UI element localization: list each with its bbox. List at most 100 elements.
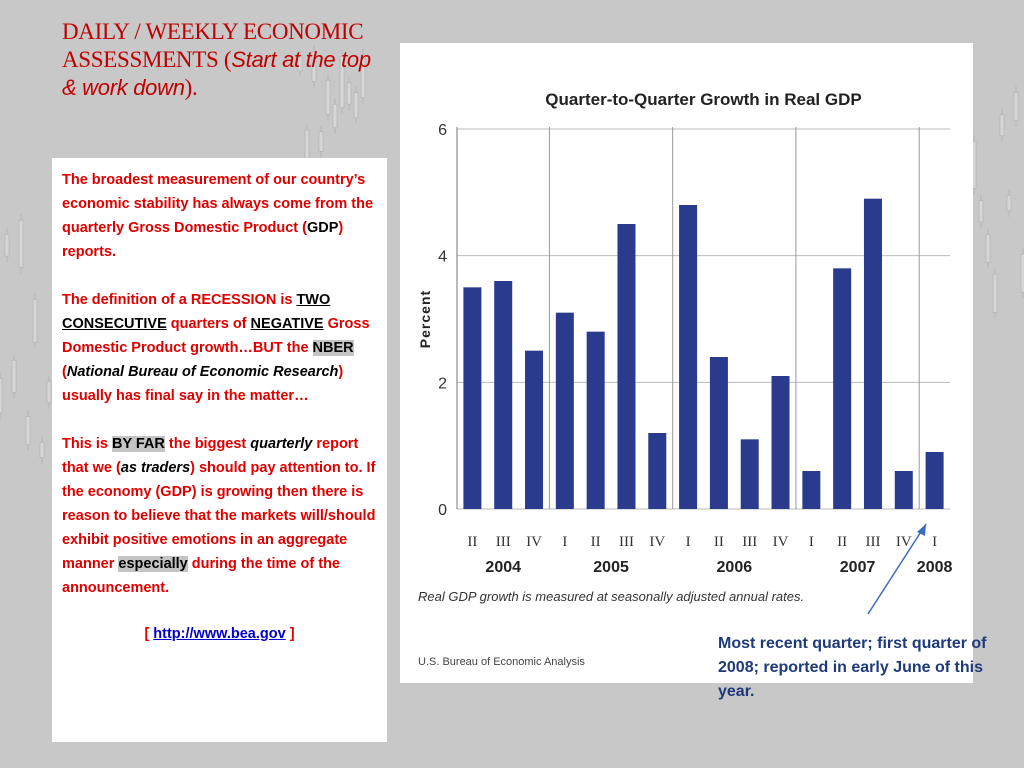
quarter-label: I	[809, 534, 814, 550]
p1-text: The broadest measurement of our country’…	[62, 172, 374, 236]
gdp-bar-chart: Quarter-to-Quarter Growth in Real GDP 0 2 4…	[417, 90, 953, 668]
gdp-bar	[709, 357, 728, 509]
quarter-label: III	[865, 534, 880, 550]
year-label: 2004	[485, 559, 521, 576]
quarter-label: II	[714, 534, 724, 550]
slide-title: DAILY / WEEKLY ECONOMIC ASSESSMENTS (Sta…	[62, 18, 382, 102]
paragraph-importance: This is BY FAR the biggest quarterly rep…	[62, 432, 377, 600]
bea-link-line: [ http://www.bea.gov ]	[62, 622, 377, 646]
quarter-label: III	[742, 534, 757, 550]
year-label: 2008	[917, 559, 953, 576]
gdp-bar	[802, 471, 821, 509]
y-axis-label: Percent	[417, 290, 433, 348]
background-candle	[346, 82, 352, 105]
p2-text-e: ) usually has final say in the matter…	[62, 364, 344, 404]
background-candle	[25, 416, 31, 446]
quarter-label: II	[467, 534, 477, 550]
gdp-bar	[463, 287, 482, 509]
bea-link[interactable]: http://www.bea.gov	[153, 626, 286, 642]
gdp-chart-panel: Quarter-to-Quarter Growth in Real GDP 0 2 4…	[400, 43, 973, 683]
gdp-bar	[525, 350, 544, 509]
background-candle	[4, 234, 10, 257]
traders-term: as traders	[120, 460, 191, 476]
paragraph-gdp-intro: The broadest measurement of our country’…	[62, 168, 377, 264]
p3-text-c: report that we (	[62, 436, 359, 476]
quarter-label: IV	[896, 534, 912, 550]
title-end-text: ).	[184, 75, 198, 100]
quarter-label: II	[591, 534, 601, 550]
callout-note: Most recent quarter; first quarter of 20…	[718, 635, 987, 700]
y-tick-label: 0	[438, 502, 447, 519]
quarter-label: IV	[526, 534, 542, 550]
quarterly-term: quarterly	[250, 436, 313, 452]
p1-end-text: ) reports.	[62, 220, 344, 260]
gdp-bar	[679, 205, 698, 509]
background-candle	[11, 359, 17, 393]
gdp-bar	[617, 224, 636, 509]
background-candle	[325, 79, 331, 115]
quarter-label: IV	[649, 534, 665, 550]
nber-full-name: National Bureau of Economic Research	[66, 364, 339, 380]
especially-term: especially	[118, 556, 188, 572]
gdp-term: GDP	[306, 220, 339, 236]
quarter-label: IV	[773, 534, 789, 550]
gdp-bar	[648, 433, 667, 509]
by-far-term: BY FAR	[111, 436, 165, 452]
title-italic-text: Start at the top & work down	[62, 47, 371, 100]
quarter-label: III	[619, 534, 634, 550]
quarter-label: III	[496, 534, 511, 550]
background-candle	[297, 56, 303, 72]
year-label: 2006	[717, 559, 753, 576]
link-close-bracket: ]	[285, 626, 295, 642]
p3-text: This is	[62, 436, 112, 452]
background-candle	[353, 92, 359, 119]
two-consecutive-term: TWO CONSECUTIVE	[62, 292, 331, 332]
background-candle	[311, 51, 317, 82]
background-candle	[0, 378, 3, 414]
y-tick-label: 6	[438, 122, 447, 139]
gdp-bar	[740, 439, 759, 509]
gdp-bar	[863, 198, 882, 509]
p2-text-c: Gross Domestic Product growth…BUT the	[62, 316, 370, 356]
background-candle	[360, 54, 366, 98]
link-open-bracket: [	[144, 626, 154, 642]
p2-text-d: (	[62, 364, 67, 380]
gdp-bar	[494, 281, 513, 509]
title-text: DAILY / WEEKLY ECONOMIC ASSESSMENTS (	[62, 19, 364, 72]
y-tick-label: 4	[438, 249, 447, 266]
p3-text-e: during the time of the announcement.	[62, 556, 340, 596]
background-candle	[32, 298, 38, 343]
gdp-bar	[925, 452, 944, 509]
background-candle	[332, 104, 338, 129]
background-candle	[1006, 194, 1012, 212]
chart-note: Real GDP growth is measured at seasonall…	[418, 589, 804, 604]
gdp-bar	[586, 331, 605, 509]
nber-term: NBER	[312, 340, 354, 356]
gdp-bar	[555, 312, 574, 509]
chart-source: U.S. Bureau of Economic Analysis	[418, 656, 585, 668]
background-candle	[978, 200, 984, 223]
year-label: 2007	[840, 559, 876, 576]
y-tick-label: 2	[438, 375, 447, 392]
description-textbox: The broadest measurement of our country’…	[52, 158, 387, 742]
year-label: 2005	[593, 559, 629, 576]
quarter-label: I	[686, 534, 691, 550]
background-candle	[46, 381, 52, 404]
chart-title: Quarter-to-Quarter Growth in Real GDP	[545, 90, 861, 109]
background-candle	[985, 234, 991, 263]
background-candle	[1013, 91, 1019, 121]
gdp-bar	[894, 471, 913, 509]
background-candle	[1020, 254, 1024, 293]
p3-text-d: ) should pay attention to. If the econom…	[62, 460, 376, 572]
p3-text-b: the biggest	[164, 436, 251, 452]
p2-text-b: quarters of	[166, 316, 251, 332]
negative-term: NEGATIVE	[250, 316, 324, 332]
quarter-label: II	[837, 534, 847, 550]
paragraph-recession-definition: The definition of a RECESSION is TWO CON…	[62, 288, 377, 408]
p2-text: The definition of a RECESSION is	[62, 292, 297, 308]
quarter-label: I	[932, 534, 937, 550]
background-candle	[39, 442, 45, 458]
gdp-bar	[833, 268, 852, 509]
background-candle	[318, 131, 324, 152]
quarter-label: I	[562, 534, 567, 550]
